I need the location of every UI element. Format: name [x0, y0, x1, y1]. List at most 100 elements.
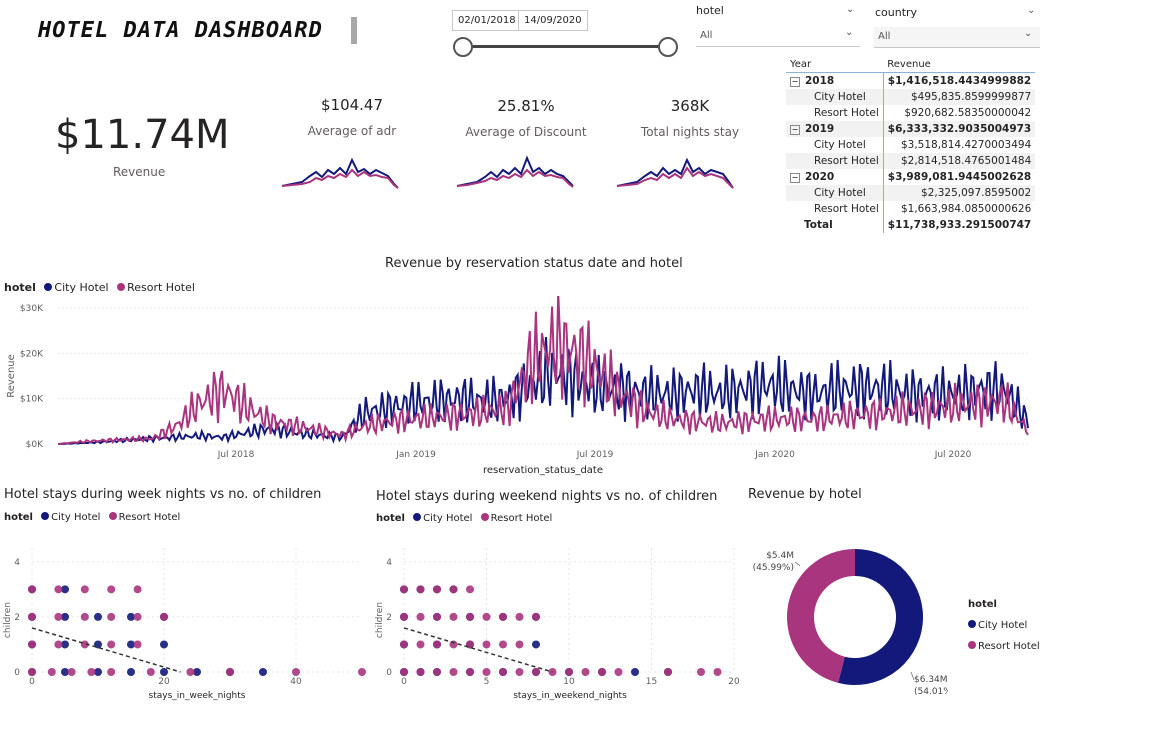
scatter-point — [146, 668, 155, 676]
x-tick-label: 20 — [158, 677, 170, 687]
matrix-hotel-label: Resort Hotel — [814, 203, 879, 215]
kpi-nights-value: 368K — [670, 97, 710, 115]
hotel-slicer-dropdown[interactable]: All — [696, 26, 860, 47]
matrix-hotel-value: $3,518,814.4270003494 — [882, 137, 1036, 153]
chevron-down-icon[interactable]: ⌄ — [1027, 5, 1036, 16]
scatter-point — [107, 585, 116, 594]
scatter-point — [186, 668, 195, 676]
collapse-icon[interactable]: − — [790, 125, 800, 135]
chevron-down-icon[interactable]: ⌄ — [845, 27, 854, 38]
scatter-point — [515, 612, 524, 621]
scatter-point — [532, 612, 540, 621]
legend-city-label[interactable]: City Hotel — [51, 512, 101, 523]
scatter-point — [160, 640, 168, 649]
series-line-resort — [57, 296, 1029, 445]
country-slicer-label: country — [875, 6, 918, 19]
kpi-revenue-label: Revenue — [113, 165, 166, 179]
trend-line — [31, 627, 181, 673]
scatter-point — [499, 640, 507, 649]
scatter-point — [416, 640, 425, 649]
revenue-line-chart[interactable]: Revenue reservation_status_date $0K $10K $… — [0, 296, 1040, 476]
scatter-point — [400, 585, 408, 594]
revenue-donut-chart[interactable]: $6.34M (54.01%) $5.4M (45.99%) — [748, 540, 948, 705]
date-slider-track[interactable] — [463, 45, 668, 48]
legend-resort-label[interactable]: Resort Hotel — [118, 512, 181, 523]
legend-city-label[interactable]: City Hotel — [978, 620, 1028, 631]
table-row: −2020 $3,989,081.9445002628 — [786, 169, 1036, 185]
scatter-point — [565, 668, 573, 676]
hotel-slicer-label: hotel — [696, 4, 724, 17]
date-slider-start-handle[interactable] — [453, 37, 473, 57]
matrix-hotel-value: $2,814,518.4765001484 — [882, 153, 1036, 169]
country-slicer-dropdown[interactable]: All — [874, 27, 1040, 48]
table-row: −2019 $6,333,332.9035004973 — [786, 121, 1036, 137]
x-tick-label: Jul 2020 — [934, 450, 972, 460]
scatter-point — [581, 668, 590, 676]
legend-city-marker — [44, 283, 53, 291]
donut-label-resort: $5.4M — [766, 551, 794, 561]
date-start-input[interactable]: 02/01/2018 — [452, 10, 522, 31]
scatter-point — [107, 612, 116, 621]
scatter-point — [292, 668, 300, 676]
scatter-point — [61, 612, 69, 621]
matrix-hotel-label: Resort Hotel — [814, 107, 879, 119]
hotel-slicer-value: All — [700, 30, 713, 41]
legend-resort-label[interactable]: Resort Hotel — [127, 281, 195, 294]
scatter-point — [133, 585, 142, 594]
y-tick-label: 4 — [386, 558, 392, 568]
leader-line — [910, 671, 915, 681]
scatter-weekend-chart[interactable]: children stays_in_weekend_nights 0 2 4 0 5 10… — [372, 540, 742, 705]
collapse-icon[interactable]: − — [790, 173, 800, 183]
kpi-revenue-value: $11.74M — [55, 112, 230, 158]
y-tick-label: $10K — [20, 395, 44, 405]
y-axis-label: children — [375, 602, 385, 638]
donut-label-resort-pct: (45.99%) — [753, 563, 794, 573]
y-tick-label: $30K — [20, 304, 44, 314]
table-row: Total $11,738,933.291500747 — [786, 217, 1036, 233]
legend-city-label[interactable]: City Hotel — [54, 281, 109, 294]
scatter-point — [697, 668, 705, 676]
title-accent-bar — [351, 17, 357, 44]
x-tick-label: Jul 2019 — [576, 450, 614, 460]
kpi-adr-label: Average of adr — [307, 124, 397, 138]
matrix-header-revenue[interactable]: Revenue — [883, 56, 1036, 73]
x-tick-label: 5 — [484, 677, 490, 687]
matrix-hotel-value: $495,835.8599999877 — [882, 89, 1036, 105]
legend-city-marker — [968, 620, 976, 628]
legend-city-label[interactable]: City Hotel — [423, 513, 473, 524]
y-tick-label: 0 — [386, 668, 392, 678]
chevron-down-icon[interactable]: ⌄ — [846, 4, 855, 15]
x-tick-label: 0 — [29, 677, 35, 687]
legend-title: hotel — [968, 599, 997, 610]
legend-resort-label[interactable]: Resort Hotel — [978, 641, 1040, 652]
matrix-hotel-label: City Hotel — [786, 89, 884, 105]
scatter-point — [61, 668, 69, 676]
scatter-point — [482, 612, 491, 621]
scatter-week-legend: hotel City Hotel Resort Hotel — [4, 512, 180, 523]
chevron-down-icon[interactable]: ⌄ — [1024, 28, 1033, 39]
scatter-point — [400, 640, 408, 649]
legend-resort-label[interactable]: Resort Hotel — [490, 513, 553, 524]
y-tick-label: 2 — [14, 613, 20, 623]
date-end-input[interactable]: 14/09/2020 — [518, 10, 588, 31]
matrix-header-year[interactable]: Year — [786, 56, 884, 73]
scatter-point — [482, 640, 491, 649]
scatter-point — [133, 612, 142, 621]
scatter-point — [598, 668, 606, 676]
scatter-point — [127, 668, 135, 676]
donut-label-city-pct: (54.01%) — [914, 687, 948, 697]
scatter-point — [499, 612, 507, 621]
scatter-point — [61, 640, 69, 649]
matrix-total-label: Total — [804, 219, 833, 231]
scatter-week-title: Hotel stays during week nights vs no. of… — [4, 487, 322, 502]
donut-label-city: $6.34M — [914, 675, 948, 685]
collapse-icon[interactable]: − — [790, 77, 800, 87]
legend-title: hotel — [4, 512, 33, 523]
y-axis-label: children — [3, 602, 13, 638]
x-axis-label: reservation_status_date — [483, 465, 603, 476]
scatter-point — [28, 668, 36, 676]
date-slider-end-handle[interactable] — [658, 37, 678, 57]
scatter-point — [54, 585, 63, 594]
table-row: City Hotel $495,835.8599999877 — [786, 89, 1036, 105]
